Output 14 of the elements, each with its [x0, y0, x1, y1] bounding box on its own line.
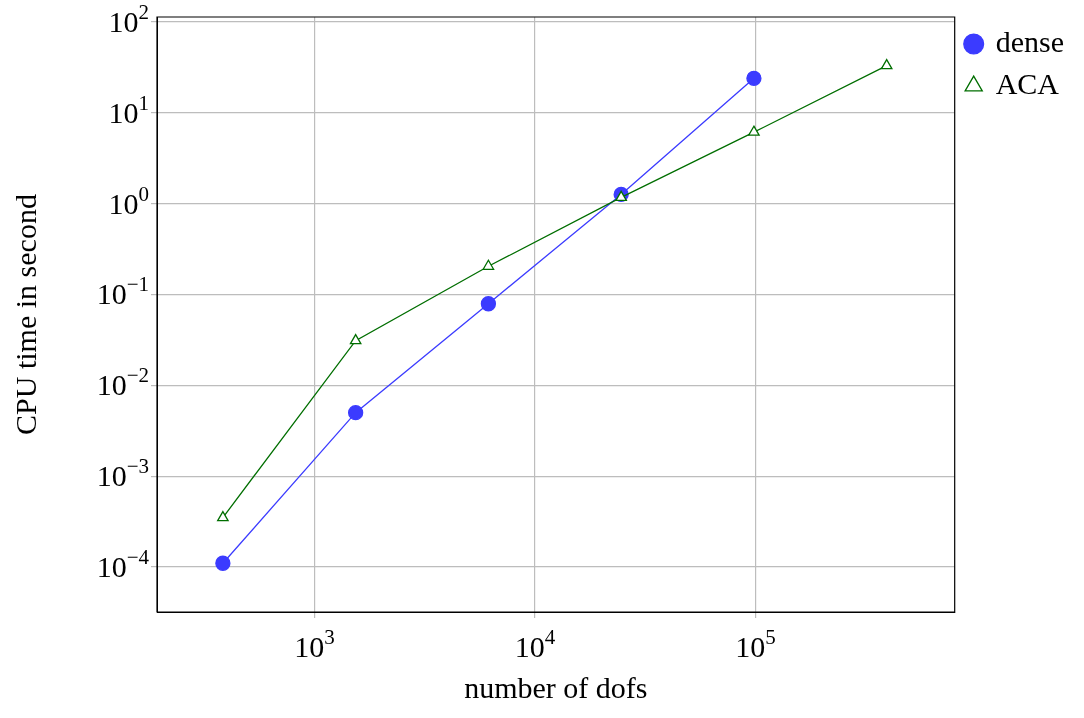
x-axis-title: number of dofs: [464, 670, 648, 704]
point: [215, 555, 231, 571]
point: [748, 125, 760, 136]
point: [880, 58, 893, 70]
legend-label: dense: [995, 24, 1065, 58]
y-axis-title: CPU time in second: [8, 194, 42, 435]
point: [347, 405, 364, 421]
point: [217, 510, 229, 522]
point: [746, 70, 762, 86]
point: [480, 296, 497, 312]
point: [349, 334, 362, 345]
point: [482, 259, 495, 270]
point: [615, 190, 628, 202]
legend-label: ACA: [995, 66, 1060, 100]
